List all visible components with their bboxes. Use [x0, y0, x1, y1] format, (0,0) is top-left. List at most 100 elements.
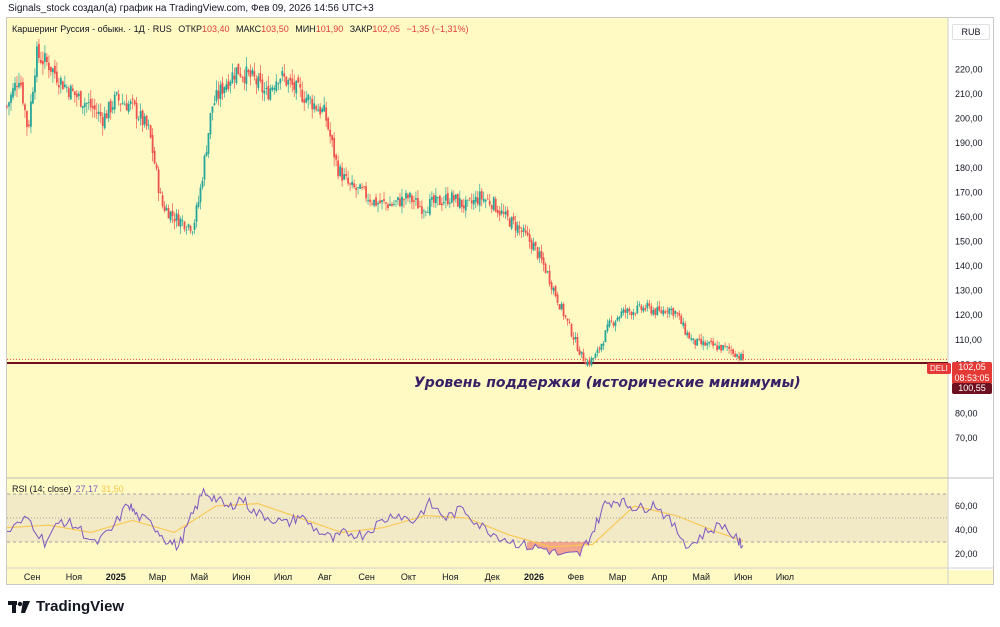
candle-body	[319, 106, 322, 115]
last-price-tag: 102,05	[952, 362, 992, 373]
time-tick-label: Май	[692, 572, 710, 582]
candle-body	[14, 82, 16, 91]
candle-body	[377, 202, 379, 205]
candle-body	[712, 341, 715, 346]
candle-body	[417, 198, 419, 209]
candle-body	[213, 103, 216, 106]
candle-body	[548, 270, 551, 284]
candle-body	[279, 78, 282, 84]
symbol-price-tag: DELI	[927, 363, 951, 374]
rsi-tick-label: 20,00	[955, 549, 978, 559]
price-tick-label: 210,00	[955, 89, 983, 99]
low-label: МИН	[295, 24, 316, 34]
candle-body	[664, 311, 667, 313]
candle-body	[428, 198, 431, 215]
candle-body	[215, 89, 218, 102]
candle-body	[552, 287, 555, 291]
candle-body	[135, 102, 138, 119]
candle-body	[263, 90, 266, 94]
candle-body	[690, 338, 693, 340]
candle-body	[500, 210, 503, 214]
candle-body	[22, 82, 24, 104]
candle-body	[163, 205, 166, 212]
time-tick-label: Июн	[734, 572, 752, 582]
candle-body	[81, 106, 84, 109]
candle-body	[299, 84, 302, 88]
candle-body	[205, 152, 208, 157]
candle-body	[149, 125, 152, 138]
rsi-ma-value: 31,50	[101, 484, 124, 494]
candle-body	[564, 315, 567, 318]
candle-body	[636, 305, 639, 314]
candle-body	[399, 198, 401, 207]
candle-body	[199, 187, 202, 203]
candle-body	[321, 108, 324, 112]
candle-body	[99, 111, 102, 117]
candle-body	[528, 234, 531, 242]
candle-body	[107, 101, 110, 119]
candle-body	[413, 200, 415, 202]
candle-body	[498, 210, 501, 216]
candle-body	[722, 345, 725, 350]
candle-body	[333, 137, 336, 158]
candle-body	[337, 160, 340, 177]
candle-body	[646, 302, 649, 309]
tradingview-logo[interactable]: TradingView	[8, 598, 124, 615]
candle-body	[307, 94, 310, 101]
candle-body	[271, 87, 274, 91]
candle-body	[187, 224, 190, 228]
candle-body	[381, 200, 383, 203]
candle-body	[668, 308, 671, 315]
candle-body	[295, 80, 298, 94]
currency-button[interactable]: RUB	[952, 24, 990, 40]
candle-body	[63, 84, 66, 88]
time-tick-label: Сен	[358, 572, 375, 582]
candle-body	[73, 91, 76, 96]
candle-body	[265, 87, 268, 89]
candle-body	[217, 90, 220, 99]
candle-body	[436, 197, 439, 199]
candle-body	[357, 187, 359, 188]
price-tick-label: 150,00	[955, 236, 983, 246]
candle-body	[652, 310, 655, 315]
close-label: ЗАКР	[349, 24, 373, 34]
chart-frame[interactable]	[6, 17, 994, 585]
candle-body	[345, 174, 348, 177]
time-tick-label: Сен	[24, 572, 41, 582]
candle-body	[570, 323, 573, 337]
candle-body	[508, 218, 511, 227]
candle-body	[145, 115, 148, 127]
candle-body	[484, 199, 487, 202]
candle-body	[365, 186, 367, 199]
candle-body	[534, 241, 537, 246]
tradingview-brand: TradingView	[36, 598, 125, 615]
candle-body	[87, 102, 90, 104]
candle-body	[612, 323, 615, 326]
candle-body	[502, 211, 505, 214]
candle-body	[604, 330, 607, 343]
candle-body	[496, 209, 499, 214]
support-annotation[interactable]: Уровень поддержки (исторические минимумы…	[414, 375, 801, 391]
candle-body	[261, 79, 264, 93]
candle-body	[411, 195, 413, 203]
price-tick-label: 80,00	[955, 408, 978, 418]
candle-body	[634, 313, 637, 315]
candle-body	[710, 340, 713, 342]
candle-body	[720, 344, 723, 351]
candle-body	[235, 67, 238, 83]
candle-body	[79, 91, 82, 107]
candle-body	[167, 208, 170, 219]
candle-body	[251, 69, 254, 75]
candle-body	[536, 247, 539, 259]
rsi-value: 27,17	[75, 484, 99, 494]
candle-body	[421, 206, 423, 214]
price-tick-label: 110,00	[955, 335, 982, 345]
candle-body	[462, 205, 465, 209]
candle-body	[137, 119, 140, 121]
candle-body	[480, 191, 483, 200]
candle-body	[526, 232, 529, 236]
candle-body	[55, 71, 58, 83]
candle-body	[666, 311, 669, 313]
tradingview-logo-icon	[8, 600, 30, 614]
